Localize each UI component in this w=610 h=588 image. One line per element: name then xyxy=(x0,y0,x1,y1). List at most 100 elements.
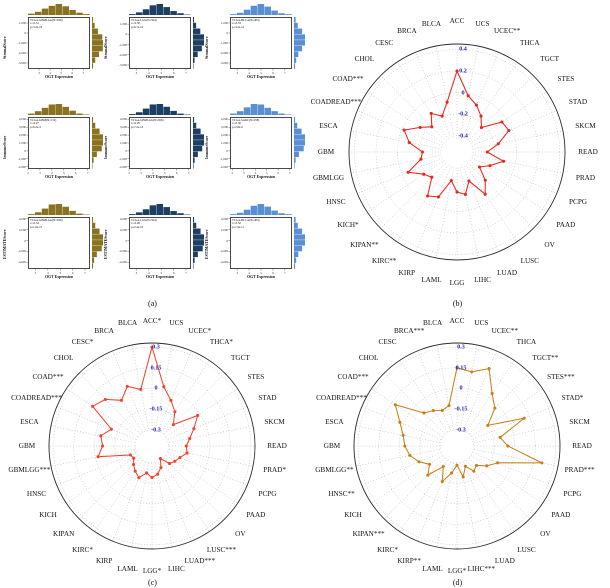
x-tick-label: 5 xyxy=(265,170,268,175)
radar-axis-label: COAD*** xyxy=(32,372,64,381)
radar-axis-label: GBM xyxy=(18,442,36,450)
radar-axis-label: KICH xyxy=(39,511,57,520)
pvalue: p=3.2e-16 xyxy=(30,25,43,30)
panel-d-caption: (d) xyxy=(452,578,463,587)
y-tick-label: 3,000 xyxy=(18,125,26,130)
y-tick-label: -3,000 xyxy=(17,61,26,65)
radar-scale-tick: 0.3 xyxy=(152,343,160,351)
x-tick-label: 5 xyxy=(62,170,65,175)
y-tick-label: 4,000 xyxy=(119,117,127,122)
subplot-stats: TCGA-LGG(N=504) r=-0.28 p=2.4e-10 xyxy=(131,218,157,231)
y-tick-label: -4,000 xyxy=(118,260,127,265)
cohort-label: TCGA-LGG(N=504) xyxy=(131,17,157,22)
radar-axis-label: TGCT** xyxy=(532,353,559,362)
radar-scale-tick: 0.4 xyxy=(459,45,467,53)
radar-axis-label: KIRP xyxy=(95,557,113,566)
y-tick-label: -1,000 xyxy=(118,156,127,161)
x-tick-label: 3 xyxy=(135,70,138,75)
panel-b-caption: (b) xyxy=(452,299,463,308)
radar-scale-tick: 0.2 xyxy=(459,67,467,75)
scatter-subplot: TCGA-GBMLGG(N=656) r=-0.34 p=1.6e-15 3 4 5 6 7 4… xyxy=(2,203,103,303)
radar-axis-label: LAML xyxy=(117,564,138,573)
radar-scale-tick: -0.4 xyxy=(458,132,468,140)
panel-b-radar: ACC UCS UCEC** THCA TGCT STES STAD SKCM READ PRAD… xyxy=(305,0,610,310)
scatter-subplot: TCGA-GBM(N=152) r=-0.27 p=6.2e-4 2 3 4 5 6 7 4,00… xyxy=(2,103,103,203)
radar-axis-label: OV xyxy=(540,530,551,539)
x-tick-label: 4 xyxy=(248,70,250,75)
y-tick-label: 0 xyxy=(24,238,26,243)
radar-axis-label: PRAD*** xyxy=(564,466,595,475)
radar-axis-label: UCS xyxy=(474,319,489,328)
radar-axis-label: LUAD xyxy=(494,557,515,566)
radar-axis-label: KIRP xyxy=(398,269,416,278)
x-axis-label: OGT Expression xyxy=(45,175,73,179)
radar-axis-label: ACC* xyxy=(142,317,162,325)
plot-frame xyxy=(28,117,90,169)
y-tick-label: 1,000 xyxy=(220,141,228,145)
x-tick-label: 6 xyxy=(172,70,175,75)
x-tick-label: 4 xyxy=(248,270,250,275)
x-axis-label: OGT Expression xyxy=(45,75,73,79)
correlation-value: r=-0.27 xyxy=(30,121,39,126)
radar-axis-label: HNSC xyxy=(26,489,47,498)
radar-axis-label: ACC xyxy=(449,17,465,25)
radar-axis-label: GBMLGG*** xyxy=(8,466,51,475)
x-tick-label: 6 xyxy=(71,70,74,75)
radar-axis-label: KIPAN*** xyxy=(352,530,385,539)
y-tick-label: 2,000 xyxy=(18,227,26,232)
x-axis-label: OGT Expression xyxy=(146,275,174,279)
pvalue: p=1.9e-11 xyxy=(232,225,244,230)
x-tick-label: 5 xyxy=(260,70,262,75)
radar-axis-label: COADREAD*** xyxy=(11,394,62,403)
scatter-subplot: TCGA-LGG(N=504) r=-0.30 p=6.7e-12 3 4 5 6 7 1,00… xyxy=(103,3,204,103)
cohort-label: TCGA-SARC(N=258) xyxy=(232,117,260,122)
radar-axis-label: STES xyxy=(247,372,265,381)
cohort-label: TCGA-BLCA(N=405) xyxy=(232,17,260,22)
radar-axis-label: UCEC* xyxy=(188,326,212,335)
y-tick-label: -2,000 xyxy=(118,52,127,57)
radar-scale-tick: -0.2 xyxy=(458,110,468,118)
y-axis-label: ESTIMATEScore xyxy=(205,229,209,259)
x-tick-label: 5 xyxy=(163,170,166,175)
radar-axis-label: BRCA*** xyxy=(393,326,425,335)
y-axis-label: StromalScore xyxy=(3,36,7,59)
radar-axis-label: HNSC xyxy=(326,198,346,207)
radar-axis-label: STAD* xyxy=(561,394,584,403)
radar-axis-label: KIRC** xyxy=(372,256,397,265)
y-tick-label: -2,000 xyxy=(17,249,26,254)
x-tick-label: 6 xyxy=(277,170,280,175)
radar-axis-label: COADREAD*** xyxy=(316,394,367,403)
radar-axis-label: GBMLGG xyxy=(312,173,345,182)
x-tick-label: 5 xyxy=(160,270,163,275)
cohort-label: TCGA-GBMLGG(N=656) xyxy=(30,17,63,22)
radar-scale-tick: 0 xyxy=(154,384,158,392)
y-tick-label: -1,000 xyxy=(219,156,228,161)
radar-axis-label: PRAD* xyxy=(263,466,286,475)
y-tick-label: -3,000 xyxy=(118,62,127,67)
y-tick-label: 2,000 xyxy=(119,133,127,138)
cohort-label: TCGA-GBMLGG(N=656) xyxy=(30,217,63,222)
x-tick-label: 2 xyxy=(27,170,29,175)
scatter-subplot: TCGA-GBMLGG(N=656) r=-0.31 p=3.2e-16 3 4 5 6 7 1… xyxy=(2,3,103,103)
radar-axis-label: ESCA xyxy=(20,417,39,426)
radar-axis-label: STES xyxy=(557,75,575,84)
x-tick-label: 3 xyxy=(39,170,41,175)
x-tick-label: 3 xyxy=(135,270,138,275)
y-tick-label: 1,000 xyxy=(119,141,127,145)
x-tick-label: 4 xyxy=(148,270,150,275)
radar-axis-label: LIHC xyxy=(167,564,185,573)
x-tick-label: 3 xyxy=(236,270,238,275)
radar-axis-label: ACC xyxy=(449,317,465,325)
radar-axis-label: GBMLGG** xyxy=(315,466,354,475)
radar-axis-label: PAAD xyxy=(551,511,571,520)
correlation-value: r=-0.32 xyxy=(232,221,241,226)
y-tick-label: 2,000 xyxy=(220,227,228,232)
x-tick-label: 5 xyxy=(260,270,262,275)
radar-axis-label: COADREAD*** xyxy=(310,97,362,106)
y-tick-label: 1,000 xyxy=(119,22,127,27)
radar-axis-label: KICH xyxy=(344,511,362,520)
radar-axis-label: CESC xyxy=(375,39,394,48)
plot-frame xyxy=(129,117,191,169)
radar-axis-label: LGG xyxy=(449,279,465,287)
radar-scale-tick: 0.15 xyxy=(150,364,162,372)
